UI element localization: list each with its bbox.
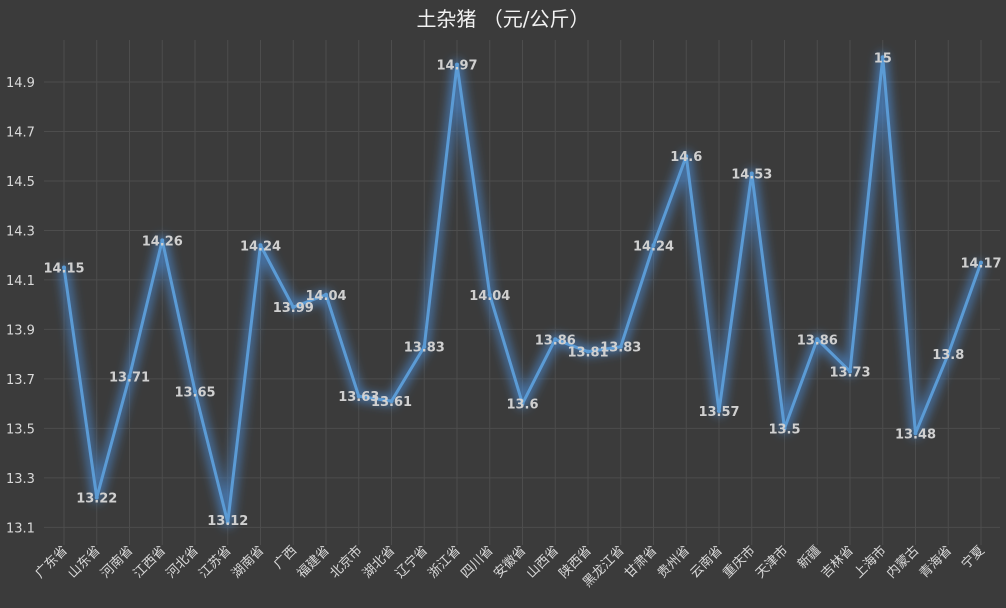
data-label: 13.83 [404,341,445,356]
data-label: 13.61 [371,395,412,410]
data-label: 13.86 [797,333,838,348]
data-point [324,292,328,297]
data-label: 13.86 [535,333,576,348]
data-label: 13.8 [932,348,964,363]
y-tick-label: 14.3 [6,224,35,239]
x-tick-label: 湖南省 [228,543,267,582]
data-point [422,344,427,349]
data-point [94,495,99,500]
x-tick-label: 湖北省 [360,543,398,581]
data-point [193,389,197,394]
data-point [815,337,820,342]
data-label: 15 [874,51,892,66]
data-label: 14.24 [633,239,674,254]
x-tick-label: 辽宁省 [392,543,431,582]
y-tick-label: 13.1 [6,521,35,536]
x-tick-label: 内蒙古 [883,543,922,582]
data-label: 14.04 [469,289,510,304]
data-label: 13.65 [174,385,215,400]
x-tick-label: 广西 [271,543,300,572]
data-point [913,431,918,436]
y-tick-label: 13.9 [6,323,35,338]
y-tick-label: 13.7 [6,373,35,388]
data-label: 14.04 [305,289,346,304]
x-tick-label: 云南省 [687,543,726,582]
data-point [356,394,361,399]
data-label: 13.73 [829,365,870,380]
x-tick-label: 江西省 [131,543,169,581]
data-point [160,238,165,243]
data-label: 13.48 [895,427,936,442]
data-label: 13.5 [768,422,800,437]
x-tick-label: 甘肃省 [622,543,660,581]
x-tick-label: 宁夏 [958,543,988,573]
data-label: 13.57 [698,405,739,420]
y-tick-label: 14.1 [6,274,35,289]
data-label: 14.17 [960,257,1001,272]
x-tick-label: 山东省 [65,543,103,581]
data-label: 13.99 [273,301,314,316]
data-label: 13.81 [567,346,608,361]
data-point [225,520,230,525]
x-tick-label: 青海省 [917,543,955,581]
x-tick-label: 贵州省 [655,543,693,581]
x-tick-label: 新疆 [794,543,824,573]
data-point [553,337,558,342]
data-point [979,260,983,265]
data-point [618,344,623,349]
data-label: 13.63 [338,390,379,405]
x-tick-label: 河北省 [164,543,202,581]
data-label: 14.24 [240,239,281,254]
data-point [717,409,721,414]
data-point [848,369,852,374]
x-tick-label: 江苏省 [196,543,235,582]
x-tick-label: 广东省 [33,543,71,581]
y-tick-label: 13.5 [6,422,35,437]
data-point [520,401,525,406]
data-label: 13.12 [207,514,248,529]
y-tick-label: 14.5 [6,175,35,190]
data-point [455,62,459,67]
y-tick-label: 14.7 [6,125,35,140]
data-label: 14.53 [731,168,772,183]
data-point [651,243,656,248]
data-point [749,171,754,176]
x-tick-label: 重庆市 [720,543,759,582]
data-label: 14.6 [670,150,702,165]
y-tick-label: 14.9 [6,76,35,91]
data-label: 13.71 [109,370,150,385]
x-tick-label: 山西省 [524,543,562,581]
data-point [487,292,492,297]
data-point [586,349,590,354]
y-tick-label: 13.3 [6,472,35,487]
x-tick-label: 天津市 [752,543,791,582]
data-point [880,55,885,60]
data-point [389,399,394,404]
data-point [62,265,66,270]
data-label: 13.83 [600,341,641,356]
chart-title: 土杂猪 （元/公斤） [416,7,589,31]
data-point [684,154,689,159]
data-point [946,352,951,357]
x-tick-label: 河南省 [97,543,136,582]
data-point [127,374,132,379]
x-tick-label: 北京市 [327,543,366,582]
data-point [291,305,296,310]
x-tick-label: 安徽省 [491,543,529,581]
x-tick-label: 浙江省 [426,543,464,581]
x-tick-label: 吉林省 [819,543,857,581]
data-point [782,426,787,431]
data-label: 13.6 [506,398,538,413]
x-tick-label: 福建省 [295,543,333,581]
x-tick-label: 四川省 [458,543,496,581]
x-tick-label: 上海市 [851,543,890,582]
data-label: 13.22 [76,492,117,507]
data-point [258,243,263,248]
data-label: 14.97 [436,59,477,74]
data-label: 14.26 [142,234,183,249]
data-label: 14.15 [43,262,84,277]
